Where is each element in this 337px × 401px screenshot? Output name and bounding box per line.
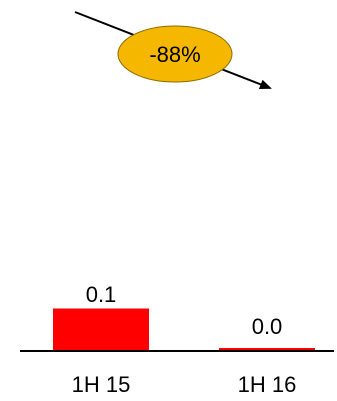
tick-label-1h15: 1H 15 <box>72 372 131 397</box>
percent-change-badge: -88% <box>117 25 233 83</box>
bars-layer <box>53 308 315 351</box>
bar-1h15 <box>53 308 149 351</box>
data-label-1h15: 0.1 <box>86 282 117 307</box>
badge-ellipse <box>117 25 233 83</box>
tick-label-1h16: 1H 16 <box>238 372 297 397</box>
percent-change-label: -88% <box>149 42 200 67</box>
bar-1h16 <box>219 348 315 351</box>
data-label-1h16: 0.0 <box>252 314 283 339</box>
